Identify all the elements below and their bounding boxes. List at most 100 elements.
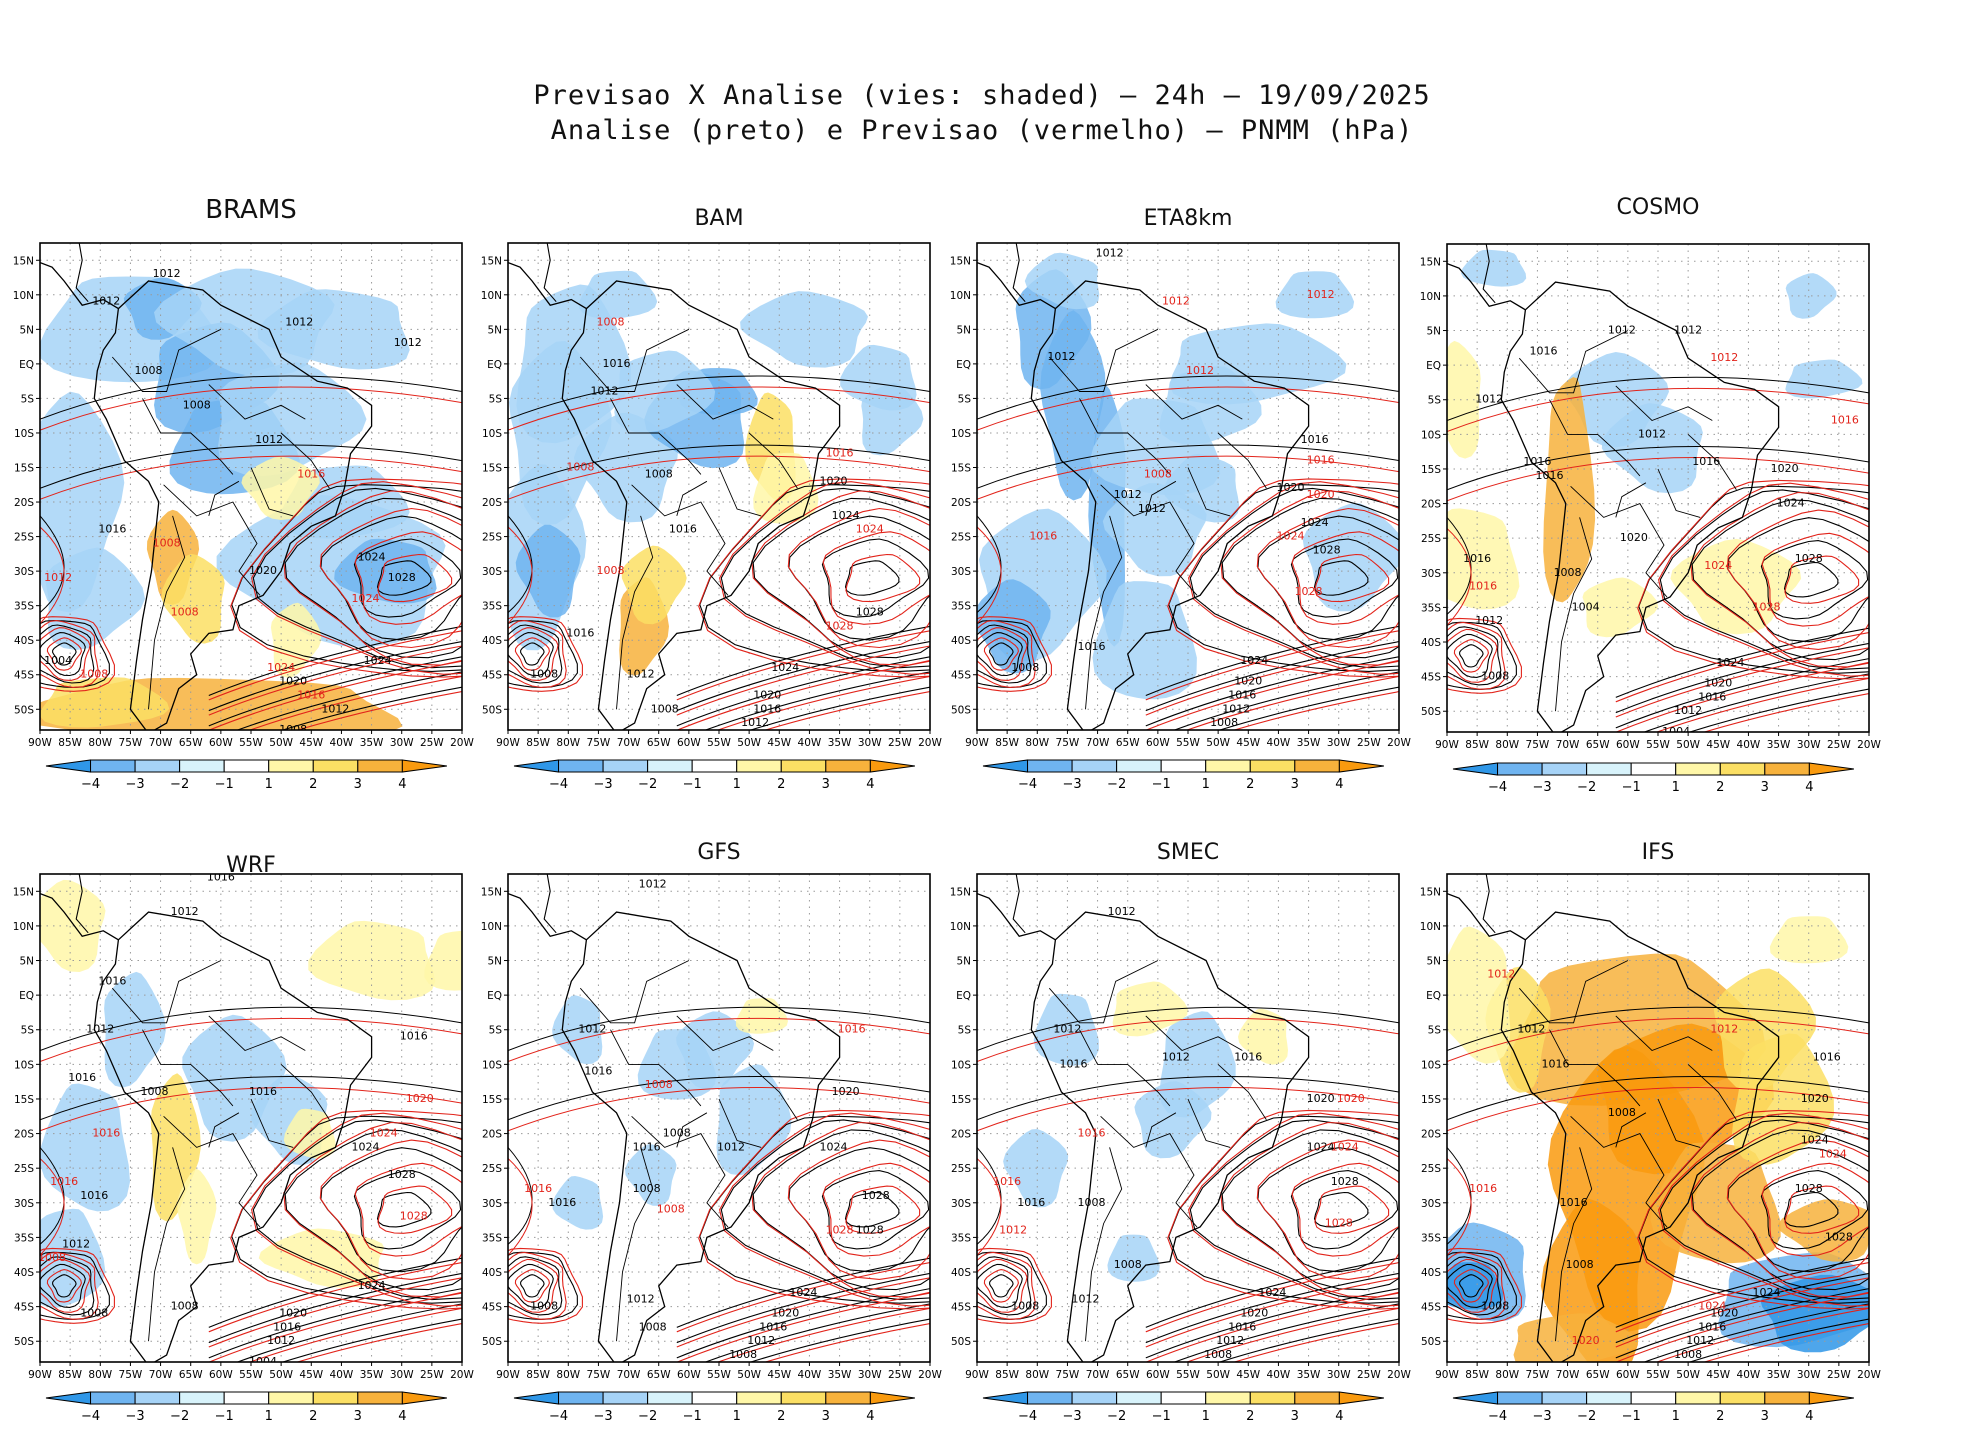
isobar-label: 1016 <box>1542 1057 1570 1070</box>
forecast-isobar <box>1220 490 1399 666</box>
colorbar-label: −2 <box>170 777 189 792</box>
x-tick-label: 75W <box>1526 739 1550 751</box>
coastline <box>508 243 587 310</box>
analysis-isobar <box>1643 1303 1869 1362</box>
isobar-label: 1020 <box>832 1085 860 1098</box>
colorbar-label: −2 <box>638 777 657 792</box>
isobar-label: 1016 <box>400 1030 428 1043</box>
isobar-label: 1020 <box>279 1307 307 1320</box>
x-tick-label: 30W <box>390 737 414 749</box>
forecast-isobar <box>1220 1121 1399 1298</box>
x-tick-label: 60W <box>209 1369 233 1381</box>
isobar-label: 1016 <box>1234 1050 1262 1063</box>
isobar-label: 1016 <box>1698 690 1726 703</box>
bias-shade <box>104 971 166 1088</box>
y-tick-label: 40S <box>1421 637 1441 649</box>
analysis-isobar <box>1615 627 1869 698</box>
country-border <box>1145 480 1177 517</box>
forecast-isobar <box>40 526 65 624</box>
colorbar-label: 3 <box>1290 1409 1298 1424</box>
y-tick-label: 10S <box>951 1059 971 1071</box>
forecast-isobar <box>1655 677 1869 732</box>
analysis-isobar <box>40 632 86 677</box>
map-plot-area: 1012101210121012101210161016101210081012… <box>950 242 1411 749</box>
x-tick-label: 40W <box>1737 739 1761 751</box>
coastline <box>1012 243 1026 303</box>
isobar-label: 1008 <box>80 668 108 681</box>
analysis-isobar <box>1459 644 1484 668</box>
x-tick-label: 75W <box>587 737 611 749</box>
forecast-isobar <box>377 1185 453 1234</box>
x-tick-label: 20W <box>1387 1369 1411 1381</box>
analysis-isobar <box>1447 1256 1502 1316</box>
y-tick-label: 15N <box>950 255 971 267</box>
analysis-isobar <box>821 1170 930 1250</box>
isobar-label: 1012 <box>153 267 181 280</box>
colorbar-swatch <box>1204 1391 1251 1405</box>
colorbar-label: 2 <box>1716 780 1724 795</box>
analysis-isobar <box>353 1170 462 1250</box>
colorbar-label: 3 <box>353 1409 361 1424</box>
forecast-isobar <box>46 637 82 671</box>
analysis-isobar <box>720 1119 930 1301</box>
forecast-isobar <box>251 481 462 675</box>
panel-title-brams: BRAMS <box>205 195 297 225</box>
y-tick-label: 5S <box>21 393 35 405</box>
forecast-isobar <box>1615 662 1869 732</box>
x-tick-label: 35W <box>1767 739 1791 751</box>
analysis-isobar <box>284 497 462 659</box>
isobar-label: 1028 <box>1795 552 1823 565</box>
x-tick-label: 50W <box>737 737 761 749</box>
y-tick-label: 30S <box>951 566 971 578</box>
forecast-isobar <box>1145 645 1399 716</box>
forecast-isobar <box>40 620 99 688</box>
coastline <box>93 280 373 730</box>
x-tick-label: 30W <box>1797 1369 1821 1381</box>
x-tick-label: 65W <box>647 737 671 749</box>
x-tick-label: 35W <box>360 737 384 749</box>
y-tick-label: 45S <box>14 670 34 682</box>
y-tick-label: 20S <box>482 1129 502 1141</box>
analysis-isobar <box>977 1006 1399 1051</box>
country-border <box>148 515 186 710</box>
isobar-label: 1008 <box>80 1307 108 1320</box>
x-tick-label: 70W <box>149 737 173 749</box>
forecast-isobar <box>977 1017 1399 1063</box>
colorbar-label: −1 <box>1621 1409 1640 1424</box>
y-tick-label: 45S <box>1421 1302 1441 1314</box>
analysis-isobar <box>676 1257 930 1328</box>
isobar-label: 1024 <box>370 1127 398 1140</box>
y-tick-label: 30S <box>482 566 502 578</box>
forecast-isobar <box>1447 1017 1869 1063</box>
colorbar-label: −3 <box>1532 780 1551 795</box>
coastline <box>93 911 373 1362</box>
isobar-label: 1016 <box>633 1140 661 1153</box>
analysis-isobar <box>977 1263 1023 1308</box>
colorbar-swatch <box>178 759 225 773</box>
y-tick-label: 15N <box>950 886 971 898</box>
analysis-isobar <box>1221 497 1399 659</box>
analysis-isobar <box>704 1303 930 1362</box>
bias-shade <box>1447 340 1481 459</box>
colorbar-swatch <box>89 1391 136 1405</box>
country-border <box>1145 1015 1243 1052</box>
analysis-isobar <box>40 1256 95 1316</box>
isobar-label: 1012 <box>999 1223 1027 1236</box>
colorbar-swatch <box>1808 762 1854 776</box>
country-border <box>1570 485 1668 598</box>
colorbar-label: −2 <box>638 1409 657 1424</box>
x-tick-label: 25W <box>420 737 444 749</box>
isobar-label: 1012 <box>1047 350 1075 363</box>
forecast-isobar <box>1447 1251 1506 1320</box>
y-tick-label: 20S <box>1421 1129 1441 1141</box>
analysis-isobar <box>508 1256 563 1316</box>
isobar-label: 1024 <box>789 1286 817 1299</box>
isobar-label: 1016 <box>98 523 126 536</box>
isobar-label: 1012 <box>1072 1293 1100 1306</box>
bias-shade <box>1670 538 1802 635</box>
colorbar-label: −3 <box>593 777 612 792</box>
country-border <box>208 384 306 420</box>
x-tick-label: 70W <box>1086 737 1110 749</box>
forecast-isobar <box>1447 617 1522 694</box>
